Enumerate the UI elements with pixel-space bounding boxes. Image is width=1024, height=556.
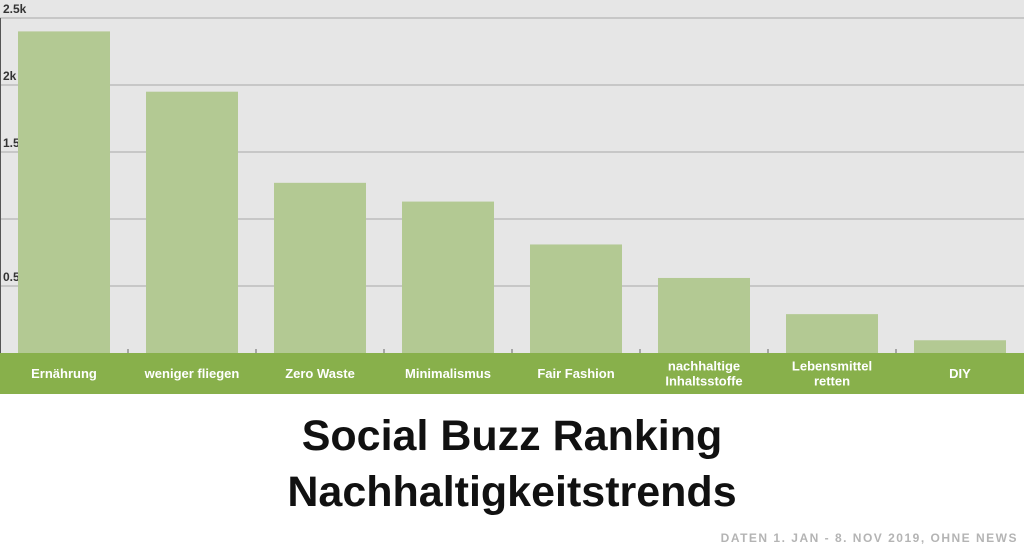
category-label: DIY	[949, 366, 971, 381]
category-label: nachhaltige	[668, 359, 740, 374]
y-tick-label: 2.5k	[3, 2, 27, 16]
source-note: DATEN 1. JAN - 8. NOV 2019, OHNE NEWS	[720, 531, 1018, 545]
bar	[530, 244, 622, 353]
chart-title-line-2: Nachhaltigkeitstrends	[287, 468, 737, 516]
chart-title: Social Buzz Ranking Nachhaltigkeitstrend…	[0, 408, 1024, 520]
category-label: weniger fliegen	[144, 366, 240, 381]
category-label: Ernährung	[31, 366, 97, 381]
bar	[914, 340, 1006, 353]
category-band	[0, 353, 1024, 394]
category-label: Fair Fashion	[537, 366, 614, 381]
category-label: retten	[814, 374, 850, 389]
category-label: Zero Waste	[285, 366, 355, 381]
category-label: Inhaltsstoffe	[665, 374, 742, 389]
y-tick-label: 2k	[3, 69, 17, 83]
bar	[146, 91, 238, 353]
category-label: Minimalismus	[405, 366, 491, 381]
bar	[786, 314, 878, 353]
bar	[274, 182, 366, 353]
bar	[18, 31, 110, 354]
chart-title-line-1: Social Buzz Ranking	[301, 412, 723, 460]
bar	[658, 277, 750, 353]
bar	[402, 201, 494, 353]
category-label: Lebensmittel	[792, 359, 872, 374]
